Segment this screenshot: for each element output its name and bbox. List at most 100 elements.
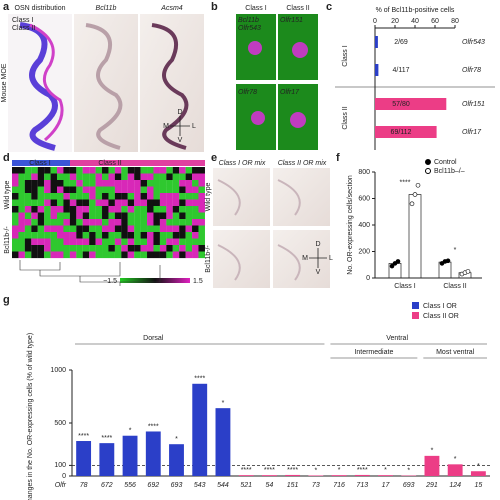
- heat-cell: [18, 167, 25, 174]
- heat-cell: [172, 193, 180, 200]
- heat-cell: [127, 193, 135, 200]
- heat-cell: [76, 212, 83, 220]
- heat-cell: [127, 212, 135, 220]
- x-tick-label: 60: [431, 18, 439, 25]
- heat-cell: [121, 173, 128, 181]
- heat-cell: [140, 238, 148, 246]
- dendrogram: [19, 260, 161, 286]
- heat-cell: [159, 219, 167, 226]
- heat-cell: [192, 232, 199, 239]
- heat-cell: [37, 167, 45, 174]
- axis-letter: V: [178, 137, 183, 144]
- heat-cell: [95, 232, 103, 239]
- heat-cell: [44, 225, 51, 233]
- heat-cell: [31, 167, 38, 174]
- x-tick-label: 0: [373, 18, 377, 25]
- label: Class II: [286, 5, 309, 12]
- heat-cell: [140, 225, 148, 233]
- heat-cell: [82, 212, 90, 220]
- heat-cell: [12, 238, 19, 246]
- heat-cell: [82, 186, 90, 194]
- heat-cell: [69, 167, 77, 174]
- heat-cell: [63, 219, 70, 226]
- heat-cell: [179, 186, 186, 194]
- heat-cell: [108, 167, 115, 174]
- heat-cell: [37, 173, 45, 181]
- group-label: Dorsal: [143, 335, 164, 342]
- point: [395, 259, 401, 264]
- heat-cell: [69, 212, 77, 220]
- x-tick-label: 20: [391, 18, 399, 25]
- heat-cell: [166, 206, 173, 213]
- heat-cell: [185, 199, 193, 207]
- heat-cell: [63, 206, 70, 213]
- heat-cell: [198, 251, 205, 259]
- heat-cell: [192, 212, 199, 220]
- heat-cell: [159, 225, 167, 233]
- heat-cell: [89, 193, 96, 200]
- heat-cell: [198, 193, 205, 200]
- group-label: Class II: [342, 106, 349, 129]
- heat-cell: [108, 199, 115, 207]
- heat-cell: [12, 173, 19, 181]
- heat-cell: [198, 225, 205, 233]
- heat-cell: [44, 251, 51, 259]
- heat-cell: [134, 186, 141, 194]
- heat-cell: [44, 245, 51, 252]
- heat-cell: [37, 206, 45, 213]
- category-label: Olfr78: [462, 67, 481, 74]
- heat-cell: [179, 238, 186, 246]
- heat-cell: [192, 219, 199, 226]
- heat-cell: [63, 238, 70, 246]
- heat-cell: [153, 251, 160, 259]
- heat-cell: [140, 180, 148, 187]
- heat-cell: [50, 232, 58, 239]
- significance: ****: [400, 179, 411, 186]
- heat-cell: [172, 245, 180, 252]
- heat-cell: [18, 206, 25, 213]
- heat-cell: [153, 186, 160, 194]
- heat-cell: [69, 245, 77, 252]
- heat-cell: [140, 219, 148, 226]
- heat-cell: [198, 238, 205, 246]
- bar: [76, 441, 92, 476]
- heat-cell: [89, 212, 96, 220]
- heat-cell: [192, 167, 199, 174]
- heat-cell: [31, 173, 38, 181]
- heat-cell: [76, 173, 83, 181]
- heat-cell: [108, 180, 115, 187]
- heat-cell: [89, 167, 96, 174]
- heat-cell: [127, 186, 135, 194]
- heat-cell: [108, 251, 115, 259]
- heat-cell: [114, 251, 122, 259]
- heat-cell: [147, 186, 154, 194]
- category-label: Olfr17: [462, 129, 482, 136]
- significance: *: [454, 456, 457, 463]
- heat-cell: [37, 225, 45, 233]
- axis-letter: L: [192, 123, 196, 130]
- label: −1.5: [103, 278, 117, 285]
- heat-cell: [147, 245, 154, 252]
- significance: *: [222, 400, 225, 407]
- heat-cell: [108, 193, 115, 200]
- heat-cell: [37, 193, 45, 200]
- heat-cell: [198, 232, 205, 239]
- heat-cell: [159, 212, 167, 220]
- heat-cell: [185, 225, 193, 233]
- heat-cell: [166, 225, 173, 233]
- heat-cell: [69, 180, 77, 187]
- bar: [308, 475, 324, 476]
- heat-cell: [82, 193, 90, 200]
- panel-letter: g: [3, 294, 10, 306]
- label: Class I: [12, 17, 33, 24]
- heat-cell: [134, 212, 141, 220]
- heat-cell: [31, 251, 38, 259]
- heat-cell: [121, 180, 128, 187]
- heat-cell: [89, 219, 96, 226]
- legend-entry: Class II OR: [423, 313, 459, 320]
- heat-cell: [24, 212, 32, 220]
- heat-cell: [108, 219, 115, 226]
- heat-cell: [82, 225, 90, 233]
- heat-cell: [159, 251, 167, 259]
